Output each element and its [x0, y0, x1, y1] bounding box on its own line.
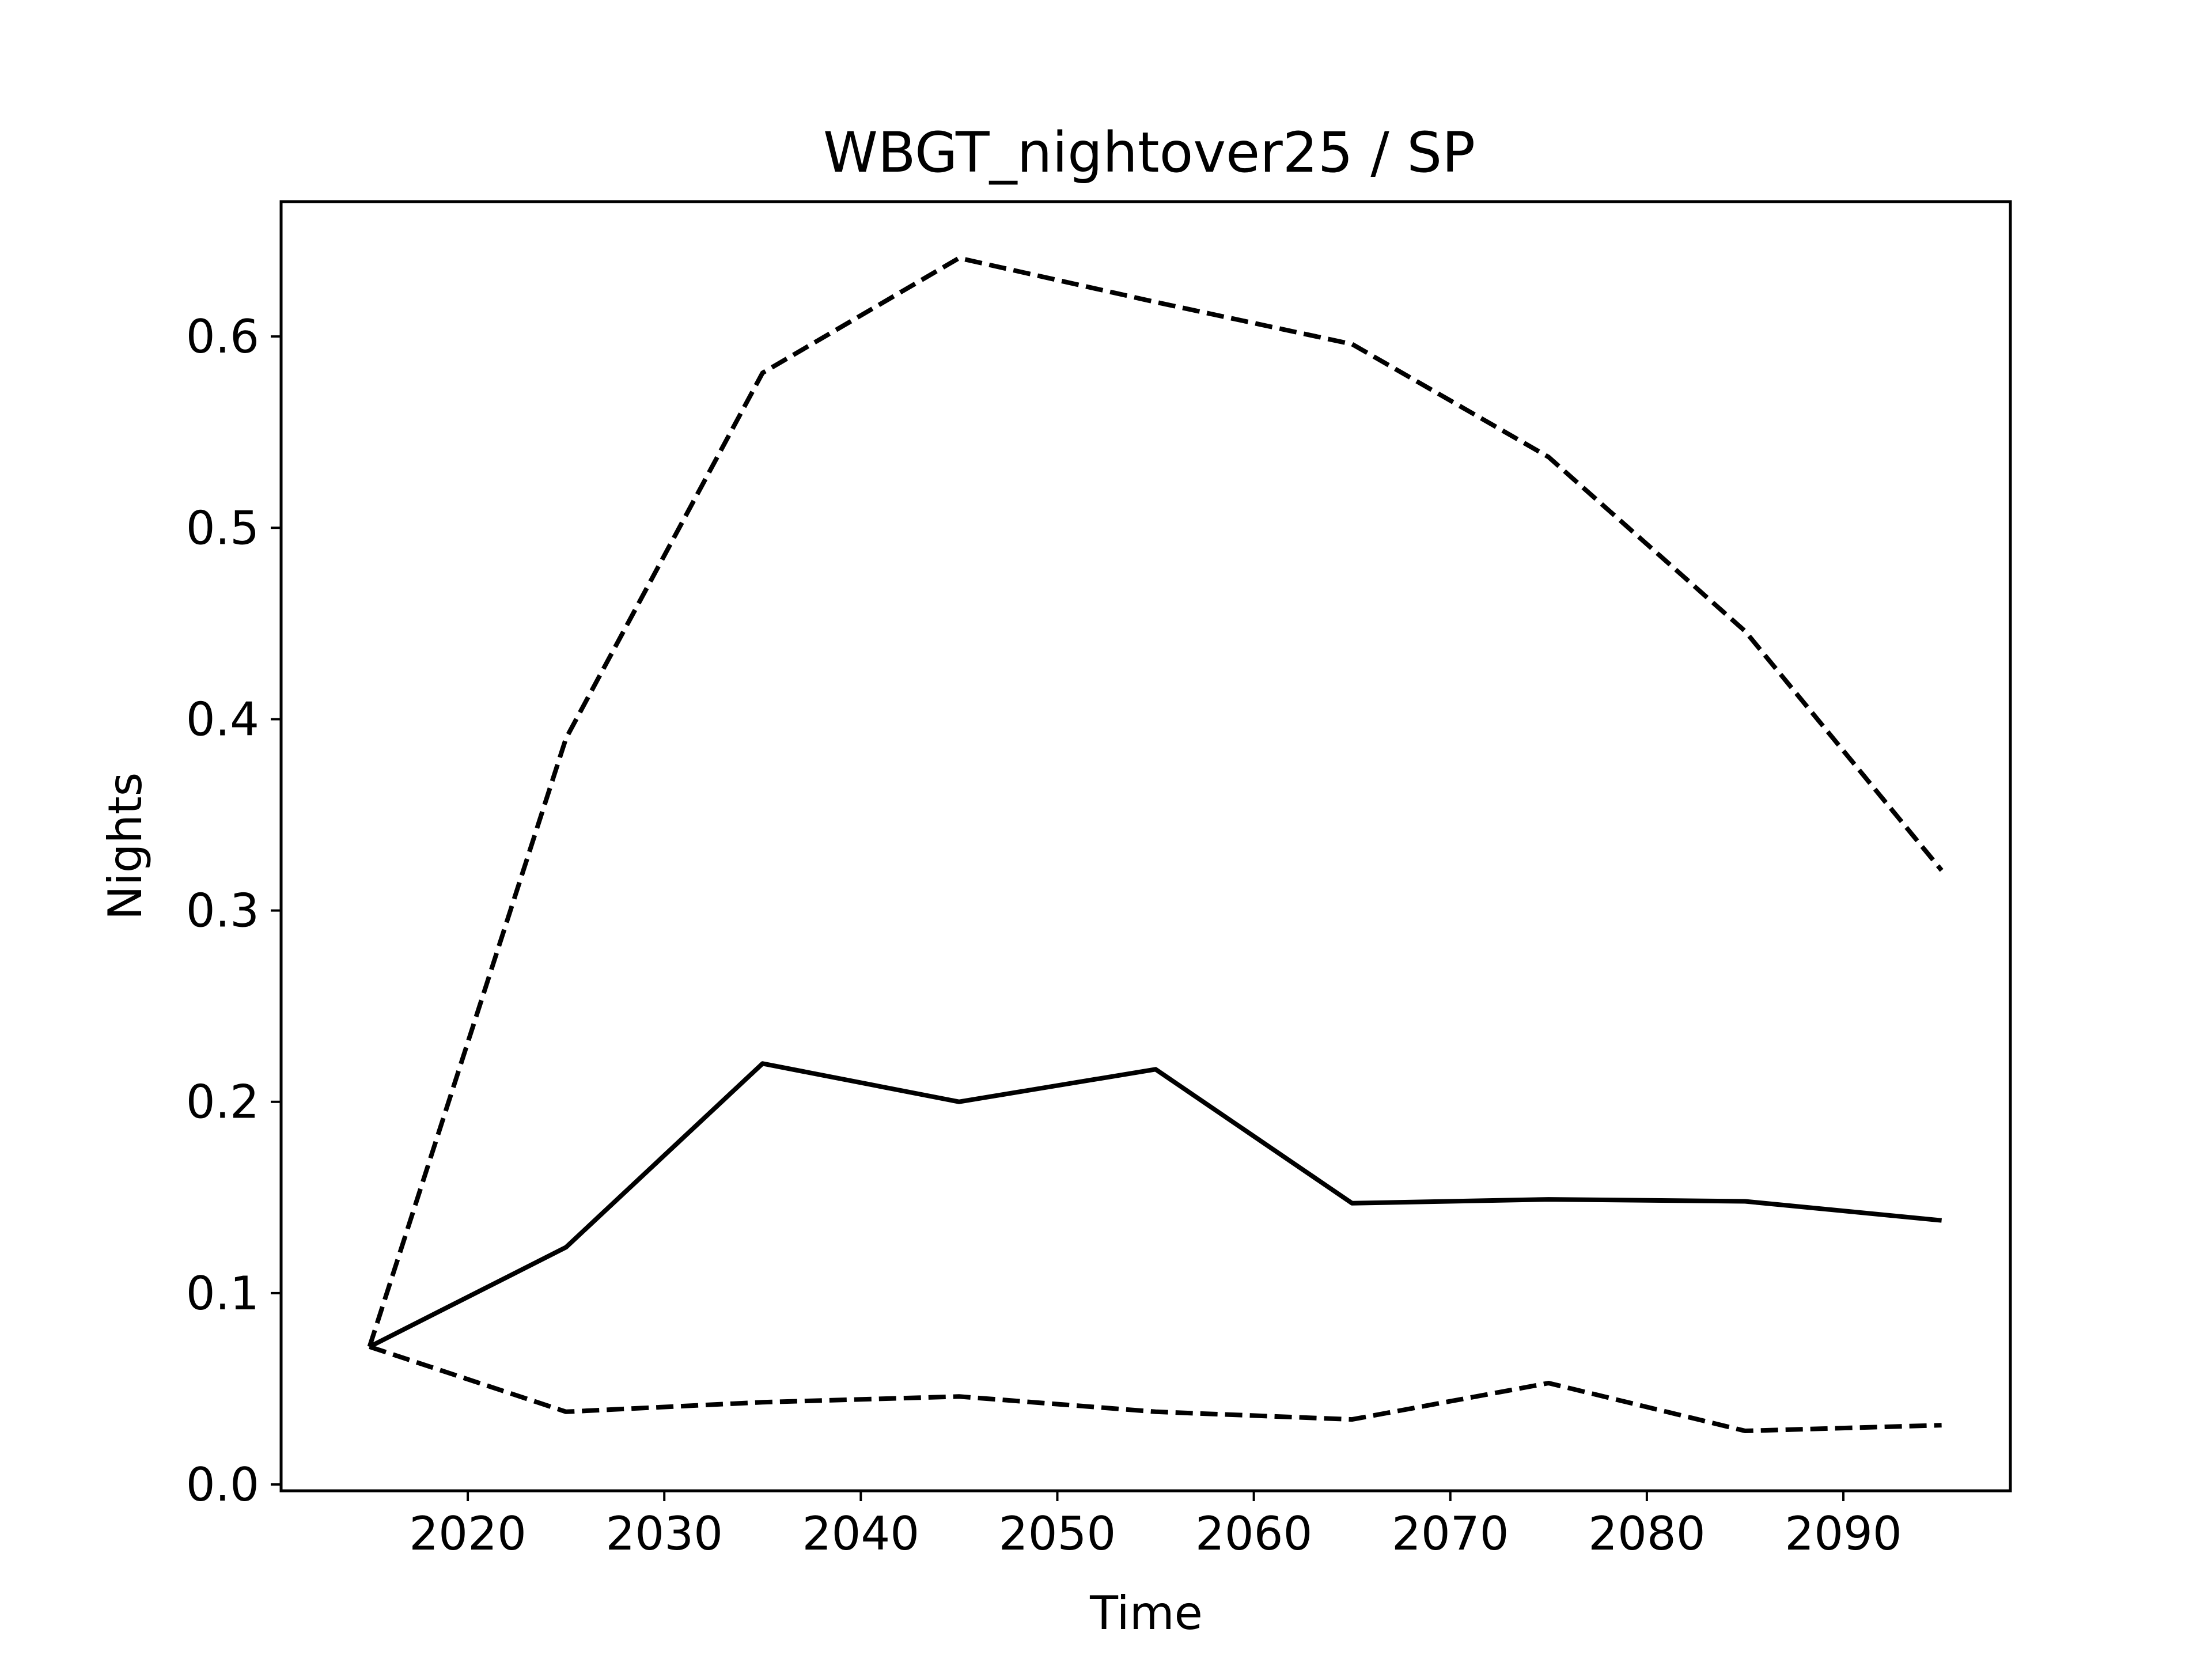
x-tick-label: 2070	[1392, 1507, 1509, 1560]
x-tick-label: 2090	[1785, 1507, 1902, 1560]
x-axis-label: Time	[1089, 1586, 1203, 1640]
x-tick-label: 2050	[999, 1507, 1116, 1560]
y-tick-label: 0.4	[186, 692, 259, 746]
series-layer	[367, 256, 1944, 1433]
chart-title: WBGT_nightover25 / SP	[823, 120, 1475, 185]
y-tick-label: 0.3	[186, 884, 259, 938]
y-tick-label: 0.0	[186, 1458, 259, 1512]
x-tick-label: 2030	[605, 1507, 723, 1560]
series-line-2-dashed	[367, 256, 1944, 1348]
y-tick-label: 0.6	[186, 310, 259, 363]
y-axis-label: Nights	[99, 772, 152, 921]
x-tick-label: 2080	[1588, 1507, 1706, 1560]
y-tick-label: 0.1	[186, 1267, 259, 1320]
y-tick-label: 0.5	[186, 501, 259, 555]
y-axis: 0.0 0.1 0.2 0.3 0.4 0.5 0.6	[186, 310, 281, 1512]
x-tick-label: 2040	[802, 1507, 920, 1560]
x-tick-label: 2060	[1195, 1507, 1313, 1560]
plot-frame	[279, 200, 2012, 1493]
x-tick-label: 2020	[409, 1507, 527, 1560]
series-line-1-solid	[368, 1061, 1942, 1349]
series-line-3-dashed	[369, 1344, 1942, 1433]
x-axis: 2020 2030 2040 2050 2060 2070 2080 2090	[409, 1491, 1902, 1560]
y-tick-label: 0.2	[186, 1075, 259, 1129]
